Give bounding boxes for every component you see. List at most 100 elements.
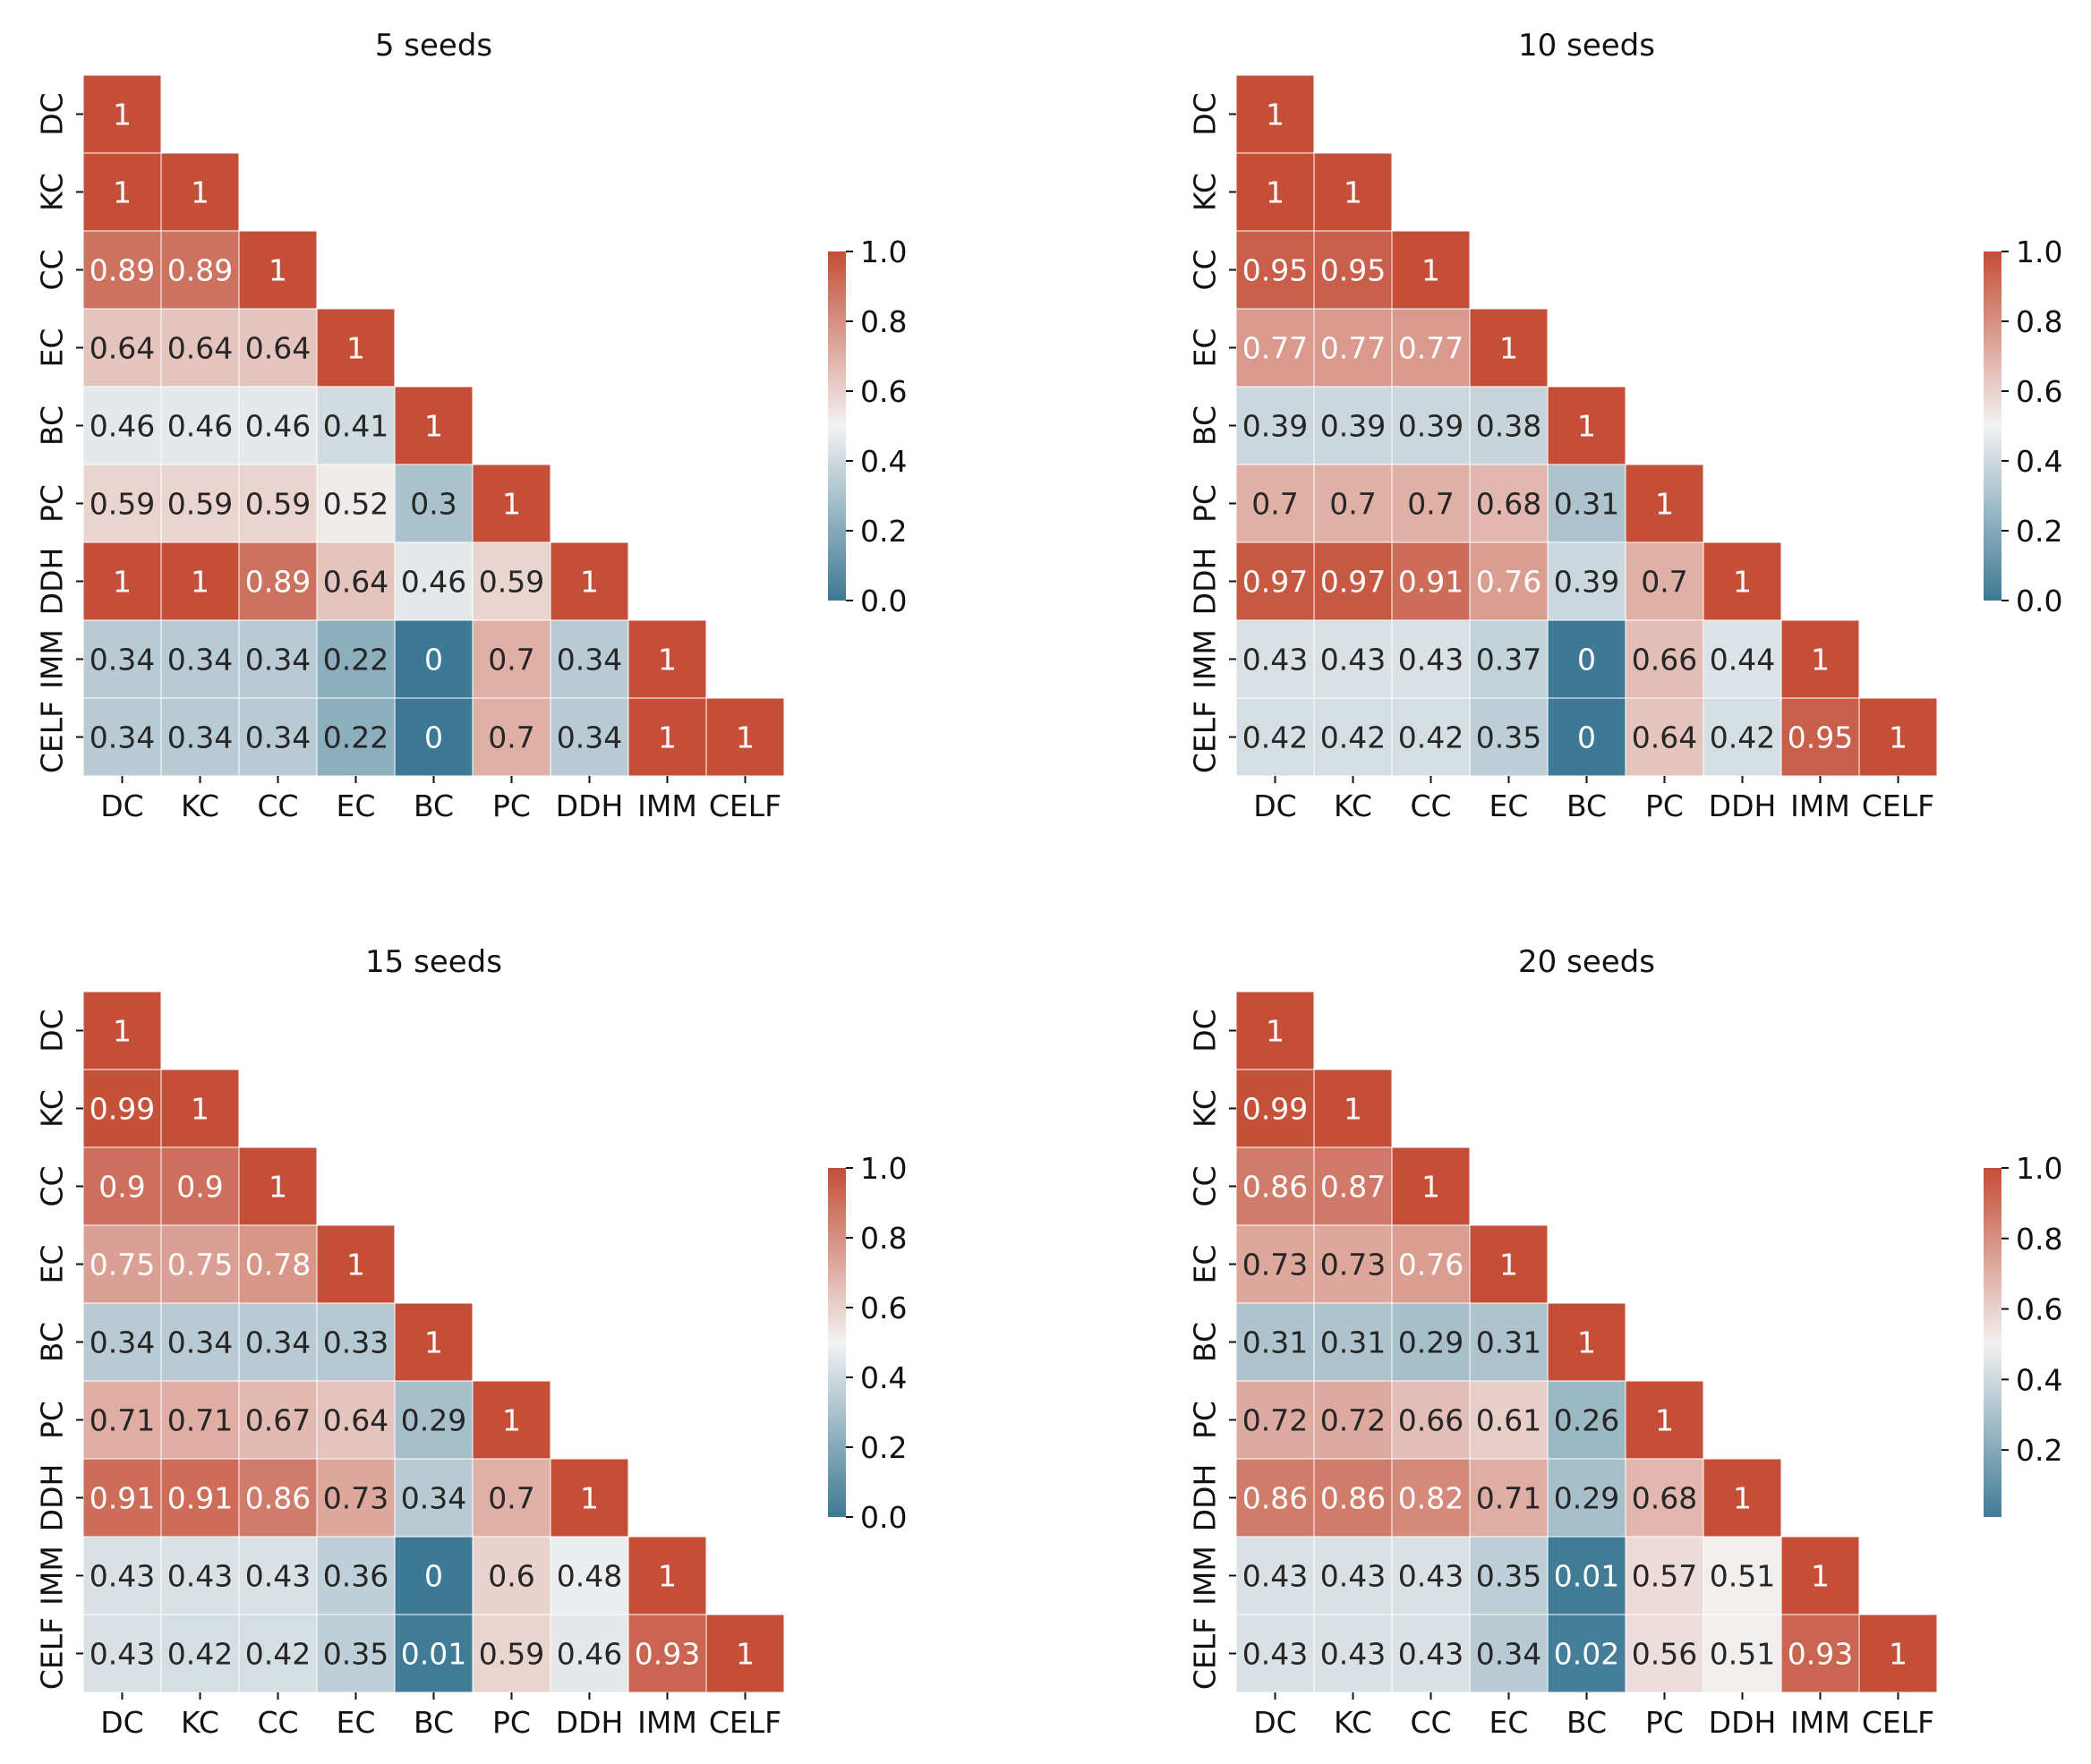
heatmap-cell bbox=[394, 1614, 474, 1693]
heatmap-cell bbox=[160, 1146, 240, 1226]
x-tick-label: IMM bbox=[637, 1705, 697, 1740]
y-tick-label: CELF bbox=[35, 1617, 70, 1690]
cell-value-label: 0.39 bbox=[1398, 409, 1464, 444]
y-tick-label: BC bbox=[35, 405, 70, 446]
cell-value-label: 0.34 bbox=[90, 643, 155, 677]
cell-value-label: 0.34 bbox=[90, 1325, 155, 1360]
cell-value-label: 1 bbox=[1499, 331, 1518, 366]
heatmap-cell bbox=[238, 619, 318, 699]
heatmap-cell bbox=[82, 1536, 162, 1615]
cell-value-label: 0.7 bbox=[1251, 487, 1298, 522]
heatmap-cell bbox=[82, 697, 162, 777]
heatmap-cell bbox=[82, 230, 162, 310]
heatmap-cell bbox=[1313, 1614, 1393, 1693]
y-tick-label: BC bbox=[1188, 1322, 1223, 1362]
heatmap-cell bbox=[1469, 308, 1549, 388]
heatmap-cell bbox=[1235, 1302, 1315, 1382]
y-tick-label: CC bbox=[35, 1165, 70, 1206]
cell-value-label: 0.48 bbox=[557, 1559, 622, 1594]
cell-value-label: 0.02 bbox=[1554, 1637, 1619, 1672]
heatmap-cell bbox=[238, 464, 318, 543]
x-tick-label: EC bbox=[337, 1705, 376, 1740]
x-tick-label: CELF bbox=[1862, 1705, 1934, 1740]
heatmap-panel: 10 seeds 1 1 1 0.95 0.95 1 0.77 0.77 0.77 1 0.39 0.3… bbox=[1188, 28, 2063, 823]
heatmap-cell bbox=[1547, 1614, 1626, 1693]
colorbar-tick-label: 0.0 bbox=[860, 584, 907, 618]
colorbar-gradient bbox=[828, 1168, 846, 1517]
heatmap-cell bbox=[1391, 1302, 1471, 1382]
x-tick-label: CC bbox=[257, 788, 298, 823]
heatmap-cell bbox=[394, 1302, 474, 1382]
y-tick-label: CC bbox=[35, 249, 70, 290]
cell-value-label: 1 bbox=[1811, 643, 1830, 677]
y-tick-label: DC bbox=[1188, 1009, 1223, 1052]
heatmap-cell bbox=[1625, 464, 1704, 543]
heatmap-cell bbox=[394, 464, 474, 543]
cell-value-label: 1 bbox=[346, 331, 365, 366]
cell-value-label: 1 bbox=[269, 1170, 287, 1205]
cell-value-label: 0.43 bbox=[1320, 1637, 1386, 1672]
cell-value-label: 0.31 bbox=[1320, 1325, 1386, 1360]
cell-value-label: 0.66 bbox=[1632, 643, 1697, 677]
heatmap-cell bbox=[160, 464, 240, 543]
y-tick-label: KC bbox=[1188, 173, 1223, 211]
y-tick-label: KC bbox=[35, 1089, 70, 1128]
heatmap-cell bbox=[238, 697, 318, 777]
cell-value-label: 1 bbox=[113, 1014, 132, 1049]
cell-value-label: 1 bbox=[658, 1559, 677, 1594]
cell-value-label: 0.31 bbox=[1476, 1325, 1541, 1360]
cell-value-label: 0.89 bbox=[167, 253, 233, 288]
heatmap-cell bbox=[1391, 697, 1471, 777]
cell-value-label: 1 bbox=[113, 98, 132, 132]
cell-value-label: 0.61 bbox=[1476, 1403, 1541, 1438]
cell-value-label: 1 bbox=[658, 643, 677, 677]
heatmap-cell bbox=[1313, 1224, 1393, 1304]
cell-value-label: 0.66 bbox=[1398, 1403, 1464, 1438]
heatmap-cell bbox=[627, 1536, 707, 1615]
cell-value-label: 1 bbox=[1889, 1637, 1908, 1672]
cell-value-label: 0.43 bbox=[1398, 643, 1464, 677]
cell-value-label: 0.43 bbox=[1242, 1559, 1308, 1594]
cell-value-label: 0.43 bbox=[90, 1559, 155, 1594]
cell-value-label: 1 bbox=[1499, 1248, 1518, 1283]
cell-value-label: 0 bbox=[1577, 720, 1596, 755]
cell-value-label: 0.34 bbox=[401, 1481, 466, 1516]
cell-value-label: 0.99 bbox=[1242, 1092, 1308, 1127]
cell-value-label: 0.71 bbox=[1476, 1481, 1541, 1516]
heatmap-cell bbox=[1235, 230, 1315, 310]
cell-value-label: 0.75 bbox=[90, 1248, 155, 1283]
heatmap-cell bbox=[1391, 1224, 1471, 1304]
heatmap-cell bbox=[1547, 386, 1626, 465]
colorbar-gradient bbox=[1984, 251, 2001, 601]
cell-value-label: 0.91 bbox=[1398, 565, 1464, 600]
heatmap-cell bbox=[1235, 1146, 1315, 1226]
cell-value-label: 1 bbox=[1733, 565, 1752, 600]
cell-value-label: 0.6 bbox=[488, 1559, 534, 1594]
cell-value-label: 0.64 bbox=[1632, 720, 1697, 755]
cell-value-label: 0.42 bbox=[1320, 720, 1386, 755]
heatmap-cell bbox=[472, 1614, 551, 1693]
heatmap-cell bbox=[472, 1458, 551, 1538]
heatmap-cell bbox=[316, 464, 396, 543]
x-tick-label: DDH bbox=[1709, 788, 1777, 823]
heatmap-cell bbox=[1313, 541, 1393, 621]
colorbar-tick-label: 0.8 bbox=[2016, 304, 2062, 339]
y-tick-label: KC bbox=[35, 173, 70, 211]
heatmap-panel: 5 seeds 1 1 1 0.89 0.89 1 0.64 0.64 0.64 1 0.46 0.46… bbox=[35, 28, 908, 823]
cell-value-label: 1 bbox=[502, 487, 521, 522]
heatmap-cell bbox=[82, 152, 162, 232]
heatmap-cell bbox=[1235, 1614, 1315, 1693]
heatmap-cell bbox=[1625, 1458, 1704, 1538]
cell-value-label: 0.59 bbox=[167, 487, 233, 522]
heatmap-cell bbox=[472, 1380, 551, 1460]
x-tick-label: IMM bbox=[637, 788, 697, 823]
x-tick-label: EC bbox=[1489, 788, 1529, 823]
cell-value-label: 0.7 bbox=[1641, 565, 1687, 600]
cell-value-label: 1 bbox=[424, 409, 443, 444]
cell-value-label: 0.7 bbox=[1329, 487, 1376, 522]
cell-value-label: 0 bbox=[424, 1559, 443, 1594]
heatmap-cell bbox=[1235, 152, 1315, 232]
cell-value-label: 0.76 bbox=[1398, 1248, 1464, 1283]
x-tick-label: PC bbox=[1645, 1705, 1684, 1740]
